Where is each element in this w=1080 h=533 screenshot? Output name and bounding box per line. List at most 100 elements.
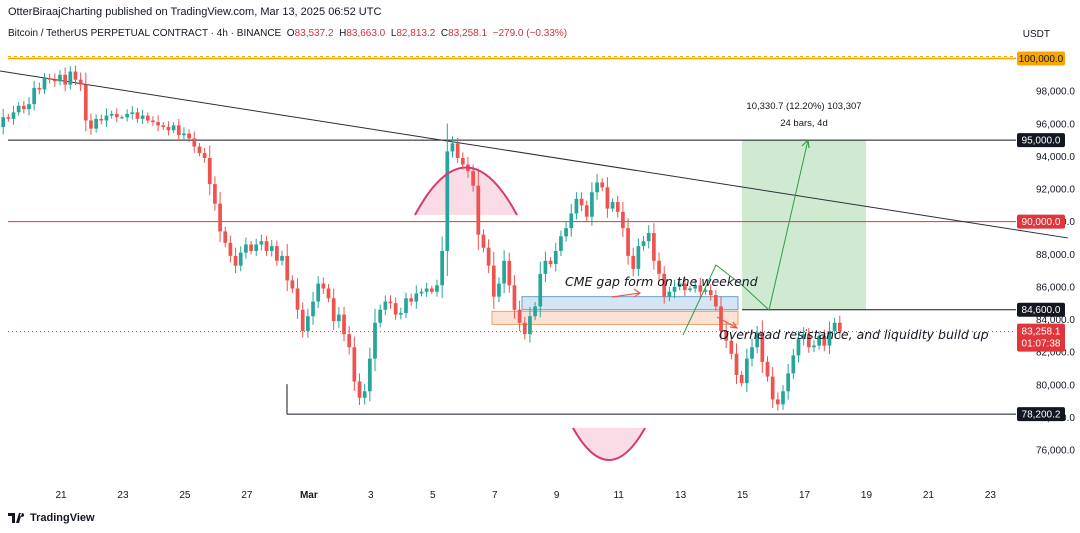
candle-body xyxy=(383,301,388,310)
candle-body xyxy=(471,171,475,186)
x-tick-label: 21 xyxy=(923,490,935,501)
candle-body xyxy=(806,334,811,348)
y-tick-label: 82,000.0 xyxy=(1036,348,1075,359)
candle-body xyxy=(837,322,842,332)
level-tag-bg xyxy=(1017,302,1065,317)
candle-body xyxy=(99,118,104,121)
candle-body xyxy=(244,244,248,253)
candle-body xyxy=(812,345,816,348)
x-tick-label: 11 xyxy=(613,490,624,501)
candle-body xyxy=(440,250,445,286)
cme-gap-zone xyxy=(521,296,739,311)
candle-body xyxy=(21,105,26,110)
candle-body xyxy=(259,241,264,245)
current-price-label: 83,258.1 xyxy=(1022,327,1061,338)
x-tick-label: Mar xyxy=(300,490,318,501)
candle-body xyxy=(300,309,305,331)
candle-body xyxy=(517,309,522,323)
candle-body xyxy=(352,347,357,382)
candle-body xyxy=(192,138,197,147)
candle-body xyxy=(362,391,367,398)
candle-body xyxy=(321,283,326,289)
candle-body xyxy=(698,285,703,292)
candle-body xyxy=(166,127,171,131)
candle-body xyxy=(528,316,532,335)
time-axis[interactable]: 21 23 25 27 Mar 3 5 7 9 11 13 15 17 19 21 23 xyxy=(55,490,996,501)
candle-body xyxy=(460,158,465,165)
candle-body xyxy=(512,285,517,310)
candle-body xyxy=(455,143,460,159)
candle-body xyxy=(171,125,176,131)
candle-body xyxy=(37,87,42,90)
candle-body xyxy=(579,198,584,206)
candle-body xyxy=(145,115,150,121)
candle-body xyxy=(646,233,651,242)
price-axis[interactable]: 76,000.078,000.080,000.082,000.084,000.0… xyxy=(1017,51,1075,457)
candle-body xyxy=(316,283,321,302)
candle-body xyxy=(78,79,83,85)
candle-body xyxy=(398,312,403,315)
candle-body xyxy=(68,71,73,85)
candle-body xyxy=(832,322,837,331)
candle-body xyxy=(311,301,315,317)
candle-body xyxy=(435,285,439,292)
candle-body xyxy=(424,288,429,292)
currency-label[interactable]: USDT xyxy=(1022,29,1050,40)
high-label: H xyxy=(339,28,347,39)
candle-body xyxy=(114,113,119,118)
candle-body xyxy=(290,280,295,289)
symbol-name[interactable]: Bitcoin / TetherUS PERPETUAL CONTRACT · … xyxy=(8,28,282,39)
drawing-zones xyxy=(415,140,866,460)
candle-body xyxy=(202,153,207,159)
level-tag-bg xyxy=(1017,214,1065,229)
low-value: 82,813.2 xyxy=(396,28,436,39)
y-tick-label: 98,000.0 xyxy=(1036,87,1075,98)
candle-body xyxy=(336,314,341,322)
candle-body xyxy=(703,290,708,292)
level-tag-label: 78,200.2 xyxy=(1022,410,1061,421)
candle-body xyxy=(104,115,109,121)
x-tick-label: 17 xyxy=(799,490,811,501)
x-tick-label: 9 xyxy=(554,490,560,501)
candle-body xyxy=(445,151,450,251)
candle-body xyxy=(564,228,568,237)
candle-body xyxy=(729,340,734,354)
candle-body xyxy=(213,184,217,204)
y-tick-label: 92,000.0 xyxy=(1036,185,1075,196)
candle-body xyxy=(156,122,160,126)
change-value: −279.0 (−0.33%) xyxy=(492,28,568,39)
resistance-arrow xyxy=(716,316,739,329)
open-value: 83,537.2 xyxy=(294,28,334,39)
candle-body xyxy=(42,78,47,90)
candle-body xyxy=(739,374,744,384)
y-tick-label: 80,000.0 xyxy=(1036,380,1075,391)
level-tag-bg xyxy=(1017,51,1065,66)
candle-body xyxy=(497,283,501,297)
candle-body xyxy=(357,381,362,398)
resistance-zone xyxy=(491,310,739,325)
candle-body xyxy=(781,391,785,405)
candle-body xyxy=(326,288,331,299)
x-tick-label: 3 xyxy=(368,490,374,501)
open-label: O xyxy=(286,28,295,39)
candle-body xyxy=(533,306,537,317)
candle-body xyxy=(481,234,486,248)
tradingview-logo[interactable]: TradingView xyxy=(8,512,95,524)
y-tick-label: 96,000.0 xyxy=(1036,119,1075,130)
candle-body xyxy=(791,355,796,374)
candle-body xyxy=(182,133,186,136)
candle-body xyxy=(429,288,434,292)
candle-body xyxy=(409,298,414,302)
candle-body xyxy=(770,376,775,400)
candle-body xyxy=(775,399,780,405)
candle-body xyxy=(553,250,558,265)
symbol-info-bar: Bitcoin / TetherUS PERPETUAL CONTRACT · … xyxy=(8,28,567,39)
high-value: 83,663.0 xyxy=(346,28,386,39)
candle-body xyxy=(151,120,155,123)
level-tag-label: 95,000.0 xyxy=(1022,136,1061,147)
candle-body xyxy=(713,295,718,307)
bottom-arc xyxy=(572,427,646,461)
candle-body xyxy=(264,241,269,251)
candle-body xyxy=(419,291,424,294)
